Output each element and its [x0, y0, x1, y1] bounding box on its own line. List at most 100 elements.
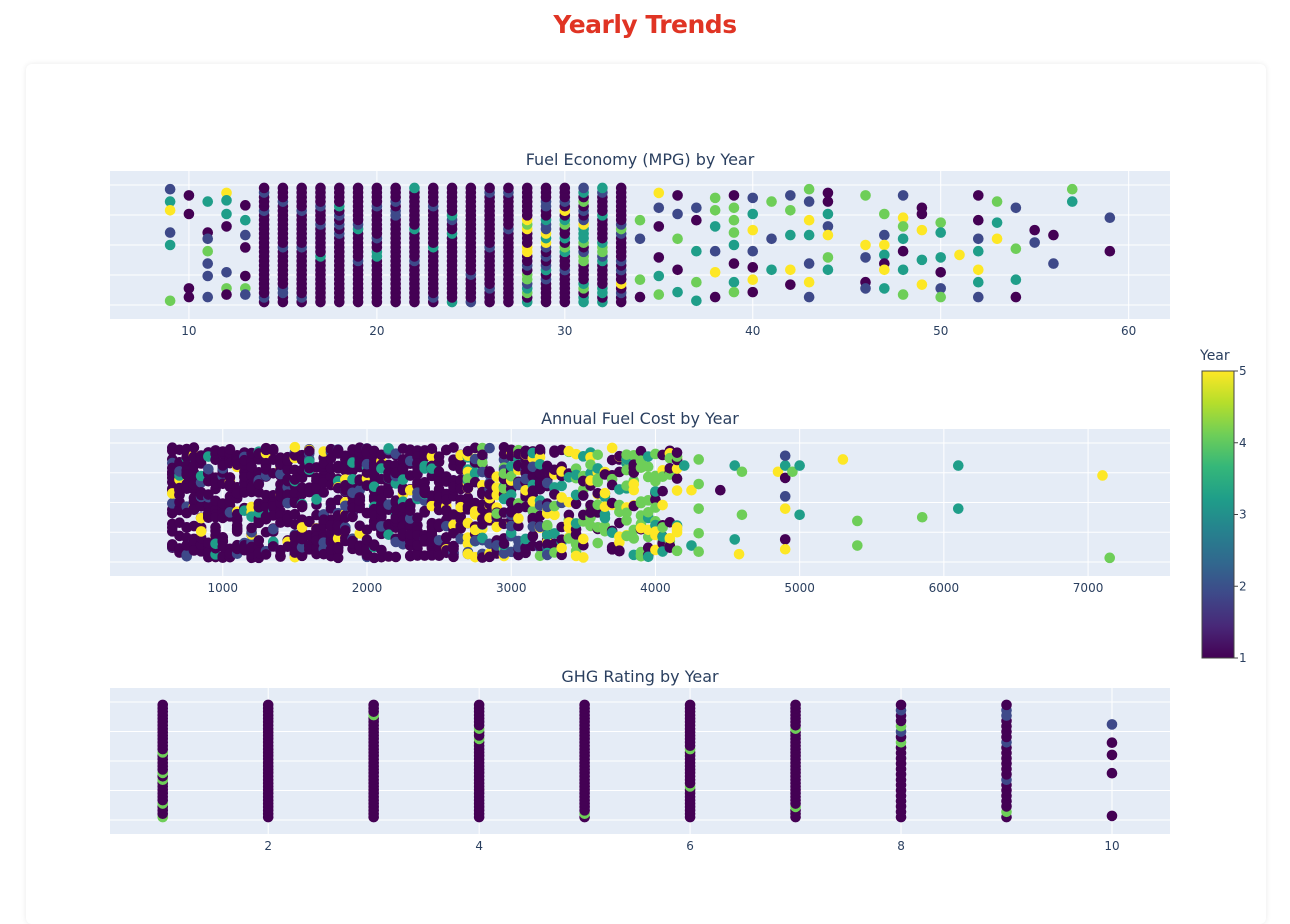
data-point — [498, 538, 510, 550]
data-point — [879, 283, 890, 294]
data-point — [202, 291, 214, 303]
data-point — [709, 204, 721, 216]
data-point — [304, 515, 315, 527]
data-point — [709, 221, 721, 232]
data-point — [684, 699, 696, 711]
data-point — [671, 522, 683, 533]
data-point — [991, 233, 1003, 245]
data-point — [779, 543, 791, 555]
data-point — [513, 513, 524, 524]
data-point — [289, 508, 301, 520]
data-point — [916, 279, 928, 290]
data-point — [260, 549, 272, 560]
data-point — [296, 472, 308, 483]
data-point — [728, 258, 740, 269]
data-point — [221, 266, 232, 278]
data-point — [311, 494, 322, 505]
x-tick-label: 40 — [745, 324, 760, 338]
x-tick-label: 20 — [369, 324, 384, 338]
data-point — [766, 233, 777, 245]
data-point — [733, 548, 745, 560]
data-point — [972, 291, 984, 303]
data-point — [164, 239, 176, 251]
data-point — [383, 487, 394, 499]
data-point — [556, 480, 567, 492]
data-point — [897, 212, 909, 224]
data-point — [747, 192, 759, 204]
data-point — [267, 443, 279, 455]
data-point — [513, 520, 524, 532]
data-point — [728, 214, 740, 226]
data-point — [333, 182, 345, 194]
data-point — [202, 270, 214, 282]
data-point — [691, 295, 702, 307]
data-point — [195, 526, 207, 537]
data-point — [1010, 274, 1022, 286]
data-point — [729, 534, 741, 545]
data-point — [267, 523, 279, 535]
data-point — [972, 233, 984, 245]
points-layer — [167, 441, 1116, 564]
subplot-title: GHG Rating by Year — [561, 667, 719, 686]
data-point — [1106, 749, 1118, 761]
data-point — [709, 245, 721, 257]
data-point — [691, 202, 702, 214]
data-point — [289, 441, 301, 453]
x-tick-label: 1000 — [208, 581, 239, 595]
data-point — [897, 190, 909, 201]
data-point — [578, 490, 589, 501]
x-tick-label: 5000 — [784, 581, 815, 595]
data-point — [822, 196, 834, 207]
data-point — [1104, 245, 1116, 257]
data-point — [1097, 470, 1108, 481]
data-point — [221, 208, 232, 220]
data-point — [202, 258, 214, 269]
data-point — [779, 503, 791, 514]
x-tick-label: 30 — [557, 324, 572, 338]
points-layer — [157, 699, 1118, 823]
data-point — [671, 473, 683, 484]
data-point — [935, 291, 947, 303]
subplot-1: 10 20 30 40 50 60 Fuel Economy (MPG) by Year — [110, 150, 1170, 338]
data-point — [202, 245, 214, 257]
data-point — [275, 551, 286, 562]
data-point — [164, 196, 176, 207]
data-point — [412, 512, 423, 524]
data-point — [527, 530, 539, 541]
data-point — [521, 182, 533, 194]
data-point — [785, 229, 796, 241]
page-title: Yearly Trends — [553, 10, 737, 39]
data-point — [672, 286, 683, 298]
data-point — [448, 551, 459, 563]
data-point — [1106, 737, 1118, 748]
x-tick-label: 50 — [933, 324, 948, 338]
data-point — [709, 192, 721, 204]
data-point — [691, 245, 702, 257]
data-point — [465, 182, 477, 194]
data-point — [390, 551, 402, 563]
data-point — [188, 442, 200, 453]
data-point — [671, 447, 683, 458]
chart-card: 10 20 30 40 50 60 Fuel Economy (MPG) by Year 10… — [26, 64, 1266, 924]
data-point — [954, 249, 965, 261]
data-point — [296, 500, 308, 511]
data-point — [952, 460, 964, 471]
data-point — [599, 487, 611, 499]
data-point — [779, 450, 791, 462]
data-point — [657, 499, 668, 511]
data-point — [368, 699, 379, 711]
colorbar-tick-label: 3 — [1239, 508, 1247, 522]
data-point — [634, 291, 646, 303]
subplot-2: 1000 2000 3000 4000 5000 6000 7000 Annual Fuel … — [110, 409, 1170, 595]
data-point — [224, 444, 236, 455]
data-point — [879, 229, 890, 241]
data-point — [614, 545, 625, 557]
data-point — [715, 484, 726, 496]
data-point — [240, 289, 251, 300]
data-point — [952, 503, 964, 514]
data-point — [599, 512, 611, 524]
data-point — [852, 540, 863, 551]
data-point — [747, 262, 759, 273]
data-point — [332, 552, 344, 564]
x-tick-label: 4000 — [640, 581, 671, 595]
